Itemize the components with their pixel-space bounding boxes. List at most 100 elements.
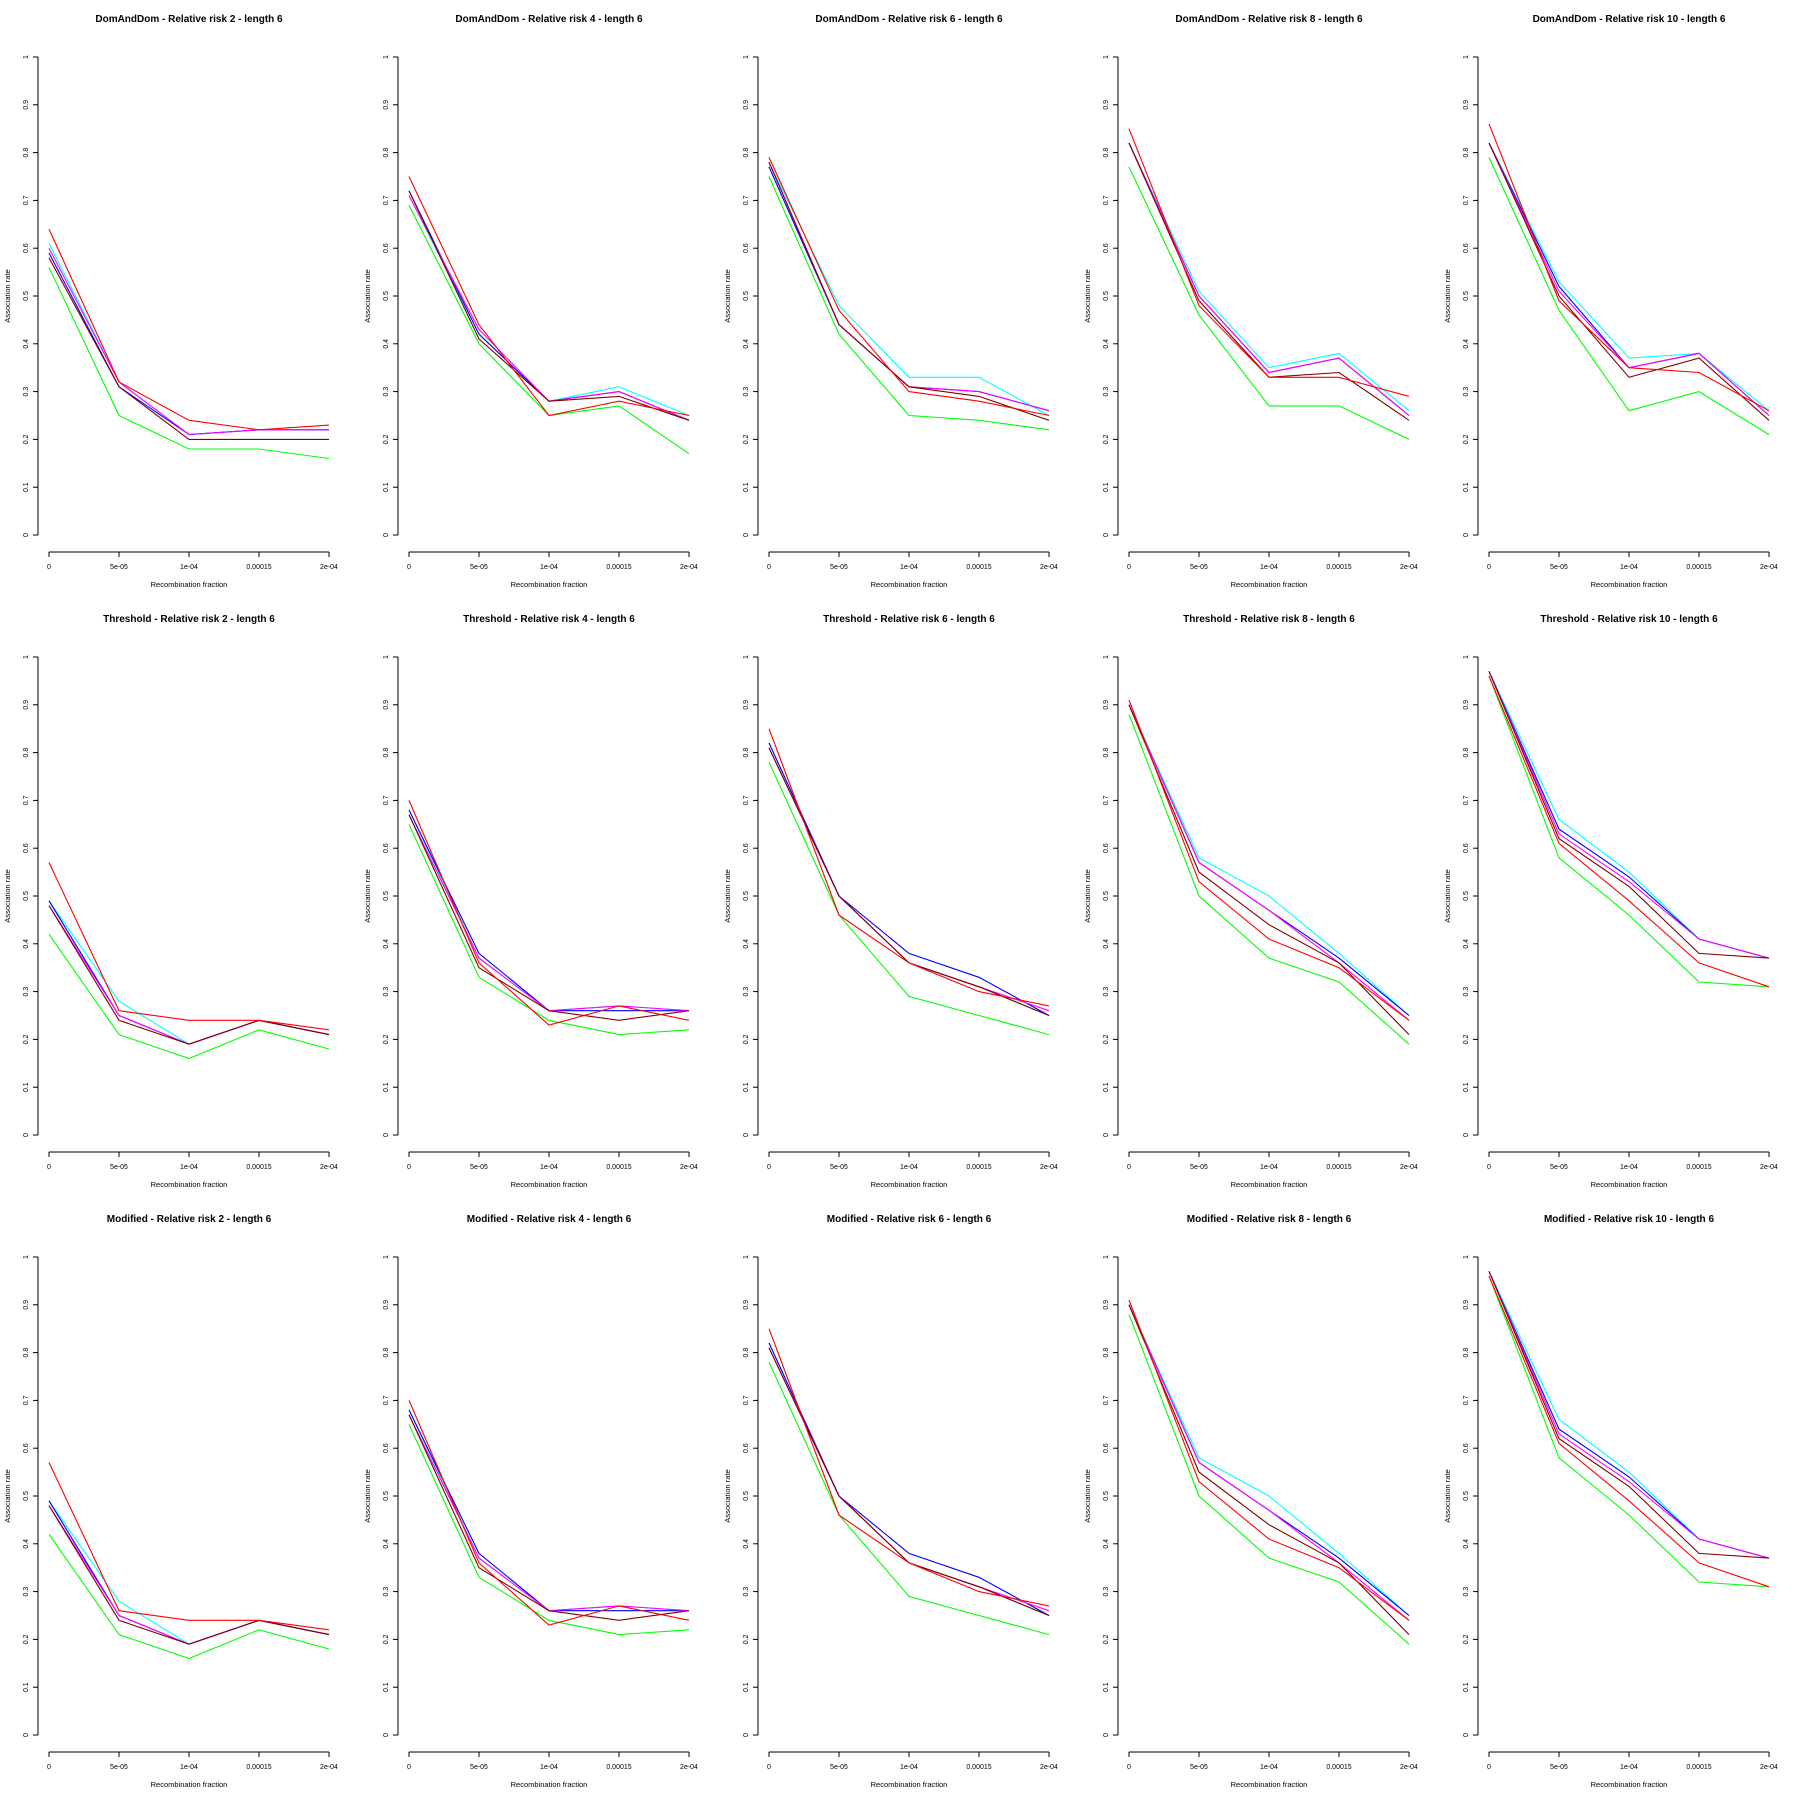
y-tick-label: 0.2 [23, 1634, 30, 1644]
chart-title: DomAndDom - Relative risk 2 - length 6 [95, 14, 283, 25]
y-tick-label: 0.8 [383, 148, 390, 158]
x-axis-label: Recombination fraction [151, 1780, 228, 1789]
y-tick-label: 0 [383, 533, 390, 537]
series-line [1488, 142, 1770, 421]
series-line [768, 1342, 1050, 1616]
y-tick-label: 0.2 [1103, 434, 1110, 444]
series-line [1128, 704, 1410, 1021]
y-tick-label: 0.1 [743, 1682, 750, 1692]
y-tick-label: 0.2 [743, 1034, 750, 1044]
y-tick-label: 0.8 [1463, 1348, 1470, 1358]
y-tick-label: 1 [23, 55, 30, 59]
y-tick-label: 0.4 [383, 939, 390, 949]
y-tick-label: 0.1 [383, 1682, 390, 1692]
y-tick-label: 0.4 [1463, 339, 1470, 349]
x-tick-label: 0 [407, 1164, 411, 1171]
x-tick-label: 1e-04 [900, 564, 918, 571]
series-line [768, 742, 1050, 1016]
chart-svg: Modified - Relative risk 4 - length 6 0 0.… [363, 1214, 698, 1789]
y-tick-label: 0 [1103, 533, 1110, 537]
x-tick-label: 0 [1127, 564, 1131, 571]
series-line [1488, 1275, 1770, 1588]
series-line [408, 195, 690, 417]
x-tick-label: 1e-04 [540, 564, 558, 571]
series-line [1488, 157, 1770, 436]
y-tick-label: 0.5 [1103, 1491, 1110, 1501]
y-axis-label: Association rate [363, 1469, 372, 1522]
x-tick-label: 5e-05 [110, 1164, 128, 1171]
y-tick-label: 0.1 [23, 482, 30, 492]
x-tick-label: 0.00015 [1326, 1764, 1351, 1771]
y-tick-label: 0.6 [743, 1443, 750, 1453]
chart-title: Modified - Relative risk 2 - length 6 [107, 1214, 272, 1225]
y-tick-label: 0.6 [383, 1443, 390, 1453]
y-tick-label: 0.5 [23, 891, 30, 901]
y-tick-label: 1 [23, 655, 30, 659]
y-tick-label: 0.5 [1463, 891, 1470, 901]
series-line [768, 1347, 1050, 1617]
y-tick-label: 0.4 [743, 1539, 750, 1549]
y-tick-label: 0.5 [23, 1491, 30, 1501]
series-line [1128, 1299, 1410, 1621]
chart-svg: Threshold - Relative risk 2 - length 6 0 0… [3, 614, 338, 1189]
chart-panel: Modified - Relative risk 10 - length 6 0 0… [1440, 1200, 1800, 1800]
chart-title: Threshold - Relative risk 8 - length 6 [1183, 614, 1355, 625]
chart-svg: Threshold - Relative risk 8 - length 6 0 0… [1083, 614, 1418, 1189]
series-line [1128, 142, 1410, 416]
y-tick-label: 0.3 [743, 387, 750, 397]
y-tick-label: 0.6 [1103, 243, 1110, 253]
y-tick-label: 0.5 [383, 291, 390, 301]
chart-panel: Modified - Relative risk 6 - length 6 0 0.… [720, 1200, 1080, 1800]
chart-svg: DomAndDom - Relative risk 6 - length 6 0 0… [723, 14, 1058, 589]
series-line [1128, 704, 1410, 1035]
x-tick-label: 0 [1487, 1764, 1491, 1771]
series-line [408, 824, 690, 1036]
chart-panel: DomAndDom - Relative risk 4 - length 6 0 0… [360, 0, 720, 600]
x-tick-label: 5e-05 [110, 564, 128, 571]
y-axis-label: Association rate [1443, 869, 1452, 922]
y-tick-label: 0 [23, 533, 30, 537]
y-tick-label: 0.8 [743, 748, 750, 758]
series-line [768, 161, 1050, 412]
y-axis-label: Association rate [3, 269, 12, 322]
y-tick-label: 0.5 [743, 1491, 750, 1501]
x-tick-label: 0 [1487, 564, 1491, 571]
y-tick-label: 0.9 [1103, 1300, 1110, 1310]
y-tick-label: 0.7 [383, 195, 390, 205]
chart-panel: Modified - Relative risk 8 - length 6 0 0.… [1080, 1200, 1440, 1800]
x-tick-label: 5e-05 [470, 1764, 488, 1771]
y-tick-label: 0.3 [383, 387, 390, 397]
series-line [1488, 1271, 1770, 1559]
y-tick-label: 0.7 [1463, 195, 1470, 205]
y-tick-label: 0.1 [23, 1682, 30, 1692]
x-tick-label: 0.00015 [246, 564, 271, 571]
y-tick-label: 0.8 [743, 1348, 750, 1358]
y-tick-label: 0 [383, 1133, 390, 1137]
y-tick-label: 0.2 [1103, 1634, 1110, 1644]
chart-svg: Threshold - Relative risk 6 - length 6 0 0… [723, 614, 1058, 1189]
x-tick-label: 1e-04 [1260, 564, 1278, 571]
x-axis-label: Recombination fraction [511, 1780, 588, 1789]
chart-title: Modified - Relative risk 10 - length 6 [1544, 1214, 1714, 1225]
y-tick-label: 0.7 [1103, 795, 1110, 805]
y-tick-label: 0.4 [23, 1539, 30, 1549]
y-tick-label: 0.1 [1463, 1082, 1470, 1092]
y-tick-label: 0.4 [1103, 939, 1110, 949]
y-tick-label: 0.4 [383, 1539, 390, 1549]
y-tick-label: 0.2 [743, 434, 750, 444]
chart-svg: Modified - Relative risk 6 - length 6 0 0.… [723, 1214, 1058, 1789]
y-tick-label: 0 [383, 1733, 390, 1737]
series-line [408, 809, 689, 1012]
y-tick-label: 0.2 [383, 434, 390, 444]
y-tick-label: 0.2 [1463, 1634, 1470, 1644]
y-tick-label: 0.1 [383, 482, 390, 492]
series-line [408, 204, 690, 455]
chart-panel: Threshold - Relative risk 6 - length 6 0 0… [720, 600, 1080, 1200]
y-tick-label: 0 [1103, 1733, 1110, 1737]
series-line [1128, 1304, 1410, 1616]
series-line [408, 809, 690, 1012]
chart-panel: Threshold - Relative risk 10 - length 6 0… [1440, 600, 1800, 1200]
y-tick-label: 0.6 [1463, 1443, 1470, 1453]
x-tick-label: 1e-04 [540, 1164, 558, 1171]
y-tick-label: 1 [743, 55, 750, 59]
